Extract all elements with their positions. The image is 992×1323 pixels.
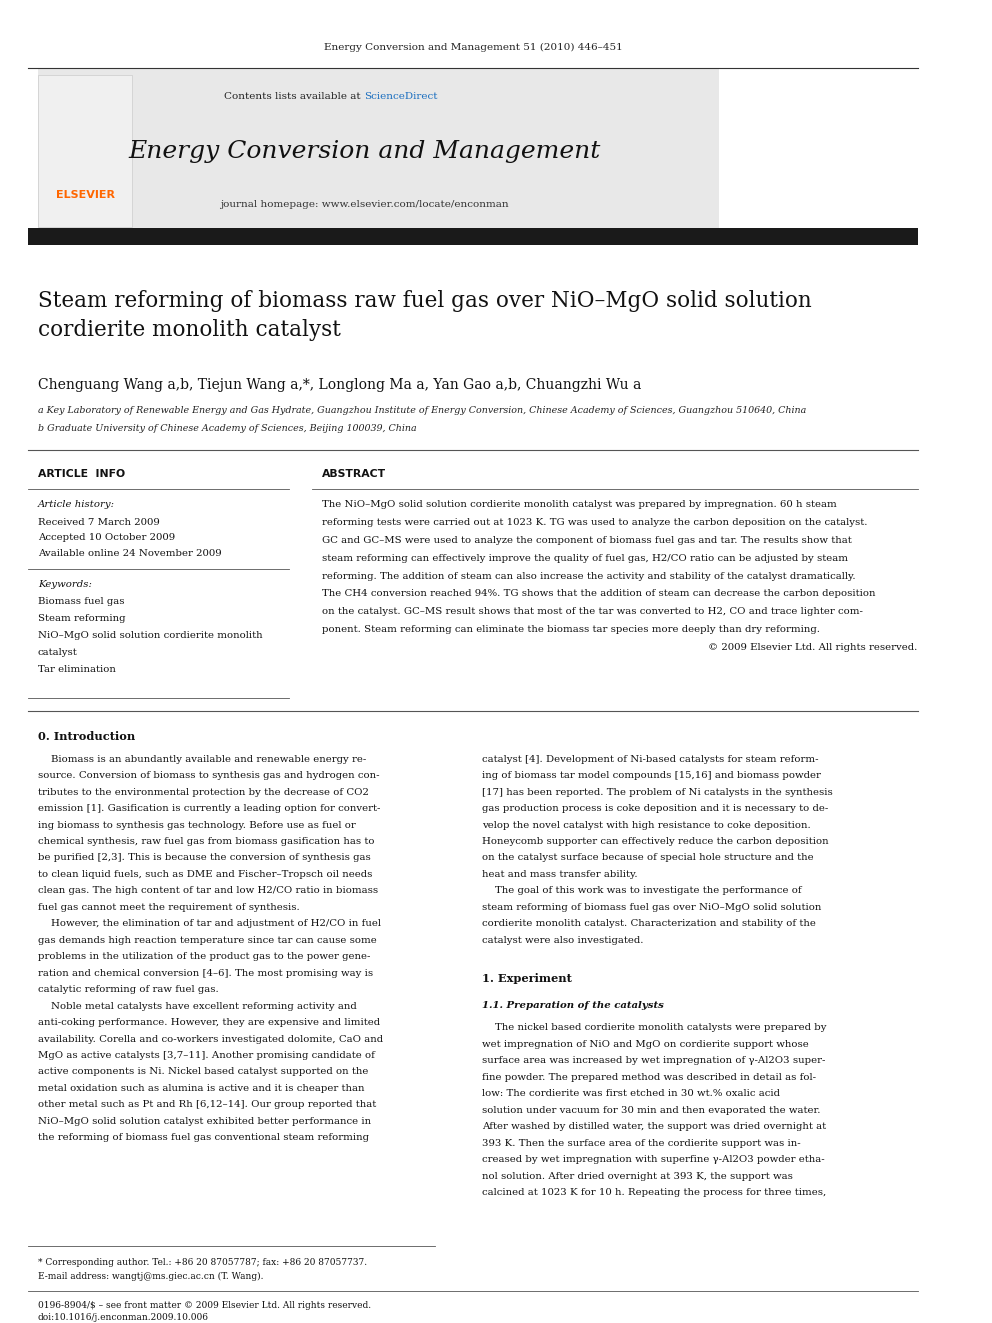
- Text: doi:10.1016/j.enconman.2009.10.006: doi:10.1016/j.enconman.2009.10.006: [38, 1314, 209, 1322]
- Text: ing biomass to synthesis gas technology. Before use as fuel or: ing biomass to synthesis gas technology.…: [38, 820, 355, 830]
- Text: Tar elimination: Tar elimination: [38, 665, 116, 675]
- Text: Steam reforming: Steam reforming: [38, 614, 125, 623]
- Text: anti-coking performance. However, they are expensive and limited: anti-coking performance. However, they a…: [38, 1019, 380, 1027]
- Text: Biomass is an abundantly available and renewable energy re-: Biomass is an abundantly available and r…: [38, 754, 366, 763]
- Text: Biomass fuel gas: Biomass fuel gas: [38, 597, 124, 606]
- Text: other metal such as Pt and Rh [6,12–14]. Our group reported that: other metal such as Pt and Rh [6,12–14].…: [38, 1101, 376, 1110]
- Text: low: The cordierite was first etched in 30 wt.% oxalic acid: low: The cordierite was first etched in …: [482, 1089, 781, 1098]
- Text: Honeycomb supporter can effectively reduce the carbon deposition: Honeycomb supporter can effectively redu…: [482, 837, 829, 845]
- Text: Accepted 10 October 2009: Accepted 10 October 2009: [38, 533, 175, 542]
- Text: the reforming of biomass fuel gas conventional steam reforming: the reforming of biomass fuel gas conven…: [38, 1134, 369, 1142]
- Text: surface area was increased by wet impregnation of γ-Al2O3 super-: surface area was increased by wet impreg…: [482, 1056, 825, 1065]
- Bar: [29, 228, 918, 245]
- Text: steam reforming can effectively improve the quality of fuel gas, H2/CO ratio can: steam reforming can effectively improve …: [321, 554, 847, 562]
- Text: Keywords:: Keywords:: [38, 579, 91, 589]
- Text: be purified [2,3]. This is because the conversion of synthesis gas: be purified [2,3]. This is because the c…: [38, 853, 371, 863]
- Text: Contents lists available at: Contents lists available at: [224, 91, 364, 101]
- Text: ARTICLE  INFO: ARTICLE INFO: [38, 468, 125, 479]
- Text: source. Conversion of biomass to synthesis gas and hydrogen con-: source. Conversion of biomass to synthes…: [38, 771, 379, 781]
- Text: MgO as active catalysts [3,7–11]. Another promising candidate of: MgO as active catalysts [3,7–11]. Anothe…: [38, 1050, 375, 1060]
- Text: on the catalyst surface because of special hole structure and the: on the catalyst surface because of speci…: [482, 853, 814, 863]
- Text: nol solution. After dried overnight at 393 K, the support was: nol solution. After dried overnight at 3…: [482, 1172, 794, 1180]
- Bar: [38, 75, 132, 226]
- Text: Steam reforming of biomass raw fuel gas over NiO–MgO solid solution
cordierite m: Steam reforming of biomass raw fuel gas …: [38, 290, 811, 340]
- Text: 0196-8904/$ – see front matter © 2009 Elsevier Ltd. All rights reserved.: 0196-8904/$ – see front matter © 2009 El…: [38, 1302, 371, 1310]
- Text: NiO–MgO solid solution catalyst exhibited better performance in: NiO–MgO solid solution catalyst exhibite…: [38, 1117, 371, 1126]
- Text: chemical synthesis, raw fuel gas from biomass gasification has to: chemical synthesis, raw fuel gas from bi…: [38, 837, 374, 845]
- Text: [17] has been reported. The problem of Ni catalysts in the synthesis: [17] has been reported. The problem of N…: [482, 787, 833, 796]
- Text: Available online 24 November 2009: Available online 24 November 2009: [38, 549, 221, 558]
- Text: problems in the utilization of the product gas to the power gene-: problems in the utilization of the produ…: [38, 953, 370, 962]
- Text: fine powder. The prepared method was described in detail as fol-: fine powder. The prepared method was des…: [482, 1073, 816, 1082]
- Text: reforming tests were carried out at 1023 K. TG was used to analyze the carbon de: reforming tests were carried out at 1023…: [321, 519, 867, 528]
- Text: E-mail address: wangtj@ms.giec.ac.cn (T. Wang).: E-mail address: wangtj@ms.giec.ac.cn (T.…: [38, 1273, 263, 1282]
- Text: journal homepage: www.elsevier.com/locate/enconman: journal homepage: www.elsevier.com/locat…: [220, 200, 509, 209]
- Text: © 2009 Elsevier Ltd. All rights reserved.: © 2009 Elsevier Ltd. All rights reserved…: [708, 643, 918, 652]
- Text: The NiO–MgO solid solution cordierite monolith catalyst was prepared by impregna: The NiO–MgO solid solution cordierite mo…: [321, 500, 836, 509]
- Text: Chenguang Wang a,b, Tiejun Wang a,*, Longlong Ma a, Yan Gao a,b, Chuangzhi Wu a: Chenguang Wang a,b, Tiejun Wang a,*, Lon…: [38, 378, 641, 392]
- Text: active components is Ni. Nickel based catalyst supported on the: active components is Ni. Nickel based ca…: [38, 1068, 368, 1077]
- Text: The CH4 conversion reached 94%. TG shows that the addition of steam can decrease: The CH4 conversion reached 94%. TG shows…: [321, 589, 875, 598]
- Text: GC and GC–MS were used to analyze the component of biomass fuel gas and tar. The: GC and GC–MS were used to analyze the co…: [321, 536, 851, 545]
- Text: gas production process is coke deposition and it is necessary to de-: gas production process is coke depositio…: [482, 804, 828, 814]
- Text: on the catalyst. GC–MS result shows that most of the tar was converted to H2, CO: on the catalyst. GC–MS result shows that…: [321, 607, 862, 617]
- Text: tributes to the environmental protection by the decrease of CO2: tributes to the environmental protection…: [38, 787, 369, 796]
- Text: calcined at 1023 K for 10 h. Repeating the process for three times,: calcined at 1023 K for 10 h. Repeating t…: [482, 1188, 826, 1197]
- Text: * Corresponding author. Tel.: +86 20 87057787; fax: +86 20 87057737.: * Corresponding author. Tel.: +86 20 870…: [38, 1258, 367, 1267]
- Bar: [38, 69, 719, 234]
- Text: Energy Conversion and Management 51 (2010) 446–451: Energy Conversion and Management 51 (201…: [323, 42, 622, 52]
- Text: The goal of this work was to investigate the performance of: The goal of this work was to investigate…: [482, 886, 803, 896]
- Text: clean gas. The high content of tar and low H2/CO ratio in biomass: clean gas. The high content of tar and l…: [38, 886, 378, 896]
- Text: a Key Laboratory of Renewable Energy and Gas Hydrate, Guangzhou Institute of Ene: a Key Laboratory of Renewable Energy and…: [38, 406, 806, 414]
- Text: catalytic reforming of raw fuel gas.: catalytic reforming of raw fuel gas.: [38, 986, 218, 994]
- Text: catalyst were also investigated.: catalyst were also investigated.: [482, 935, 644, 945]
- Text: catalyst: catalyst: [38, 648, 77, 658]
- Text: steam reforming of biomass fuel gas over NiO–MgO solid solution: steam reforming of biomass fuel gas over…: [482, 902, 821, 912]
- Text: NiO–MgO solid solution cordierite monolith: NiO–MgO solid solution cordierite monoli…: [38, 631, 263, 640]
- Text: reforming. The addition of steam can also increase the activity and stability of: reforming. The addition of steam can als…: [321, 572, 855, 581]
- Text: availability. Corella and co-workers investigated dolomite, CaO and: availability. Corella and co-workers inv…: [38, 1035, 383, 1044]
- Text: However, the elimination of tar and adjustment of H2/CO in fuel: However, the elimination of tar and adju…: [38, 919, 381, 929]
- Text: velop the novel catalyst with high resistance to coke deposition.: velop the novel catalyst with high resis…: [482, 820, 811, 830]
- Text: The nickel based cordierite monolith catalysts were prepared by: The nickel based cordierite monolith cat…: [482, 1024, 827, 1032]
- Text: 393 K. Then the surface area of the cordierite support was in-: 393 K. Then the surface area of the cord…: [482, 1139, 801, 1147]
- Text: ScienceDirect: ScienceDirect: [364, 91, 437, 101]
- Text: ration and chemical conversion [4–6]. The most promising way is: ration and chemical conversion [4–6]. Th…: [38, 968, 373, 978]
- Text: cordierite monolith catalyst. Characterization and stability of the: cordierite monolith catalyst. Characteri…: [482, 919, 816, 929]
- Text: metal oxidation such as alumina is active and it is cheaper than: metal oxidation such as alumina is activ…: [38, 1084, 364, 1093]
- Text: ing of biomass tar model compounds [15,16] and biomass powder: ing of biomass tar model compounds [15,1…: [482, 771, 821, 781]
- Text: After washed by distilled water, the support was dried overnight at: After washed by distilled water, the sup…: [482, 1122, 826, 1131]
- Text: to clean liquid fuels, such as DME and Fischer–Tropsch oil needs: to clean liquid fuels, such as DME and F…: [38, 871, 372, 878]
- Text: creased by wet impregnation with superfine γ-Al2O3 powder etha-: creased by wet impregnation with superfi…: [482, 1155, 825, 1164]
- Text: catalyst [4]. Development of Ni-based catalysts for steam reform-: catalyst [4]. Development of Ni-based ca…: [482, 754, 819, 763]
- Text: Noble metal catalysts have excellent reforming activity and: Noble metal catalysts have excellent ref…: [38, 1002, 356, 1011]
- Text: emission [1]. Gasification is currently a leading option for convert-: emission [1]. Gasification is currently …: [38, 804, 380, 814]
- Text: b Graduate University of Chinese Academy of Sciences, Beijing 100039, China: b Graduate University of Chinese Academy…: [38, 425, 417, 433]
- Text: 1.1. Preparation of the catalysts: 1.1. Preparation of the catalysts: [482, 1002, 665, 1009]
- Text: solution under vacuum for 30 min and then evaporated the water.: solution under vacuum for 30 min and the…: [482, 1106, 821, 1115]
- Text: fuel gas cannot meet the requirement of synthesis.: fuel gas cannot meet the requirement of …: [38, 902, 300, 912]
- Text: wet impregnation of NiO and MgO on cordierite support whose: wet impregnation of NiO and MgO on cordi…: [482, 1040, 809, 1049]
- Text: ABSTRACT: ABSTRACT: [321, 468, 386, 479]
- Text: gas demands high reaction temperature since tar can cause some: gas demands high reaction temperature si…: [38, 935, 377, 945]
- Text: 1. Experiment: 1. Experiment: [482, 974, 572, 984]
- Text: Energy Conversion and Management: Energy Conversion and Management: [128, 140, 600, 163]
- Text: heat and mass transfer ability.: heat and mass transfer ability.: [482, 871, 638, 878]
- Text: Received 7 March 2009: Received 7 March 2009: [38, 517, 160, 527]
- Text: 0. Introduction: 0. Introduction: [38, 732, 135, 742]
- Text: ponent. Steam reforming can eliminate the biomass tar species more deeply than d: ponent. Steam reforming can eliminate th…: [321, 624, 819, 634]
- Text: ELSEVIER: ELSEVIER: [56, 191, 115, 200]
- Text: Article history:: Article history:: [38, 500, 115, 509]
